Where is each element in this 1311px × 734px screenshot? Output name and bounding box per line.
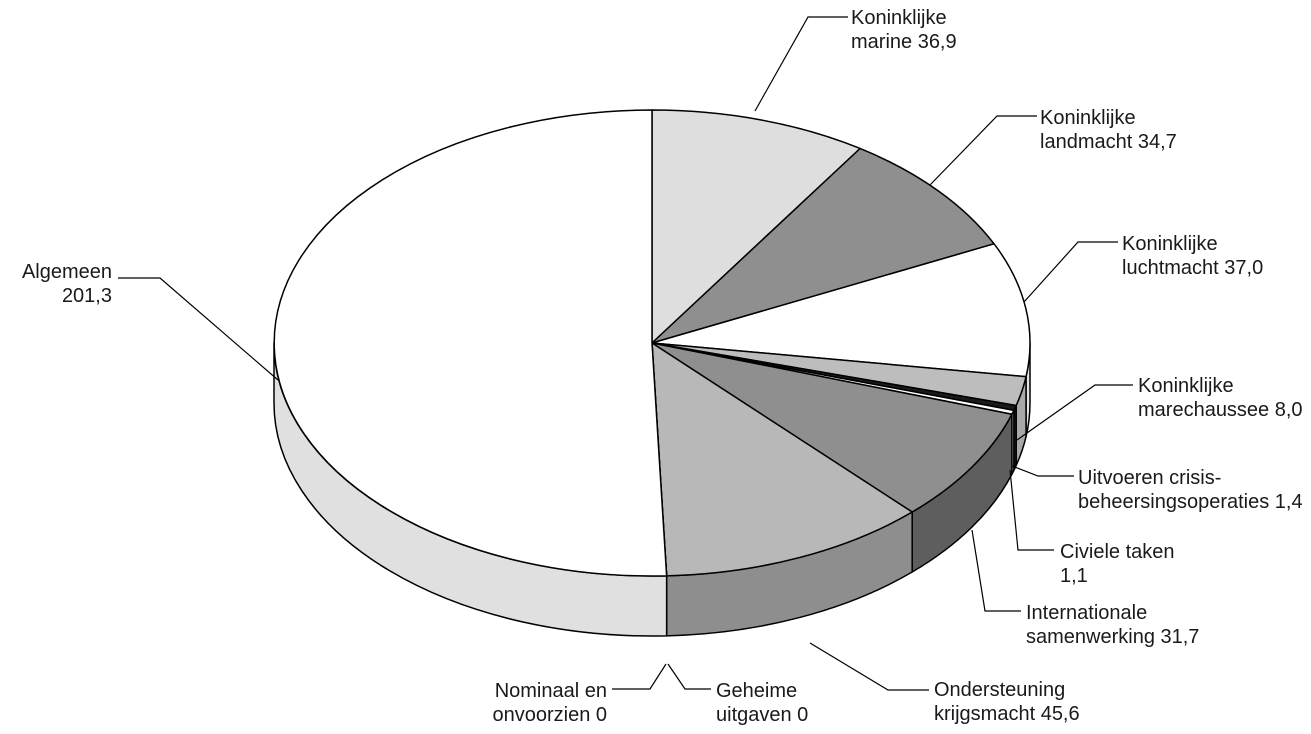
leader-line-1: [754, 16, 848, 112]
leader-line-4: [1016, 384, 1133, 441]
slice-label-5: Uitvoeren crisis-beheersingsoperaties 1,…: [1078, 467, 1303, 513]
slice-label-line: beheersingsoperaties 1,4: [1078, 491, 1303, 513]
pie-slice-2: [651, 147, 995, 344]
leader-line-8: [809, 642, 929, 691]
slice-label-line: Geheime: [716, 680, 797, 702]
slice-label-line: 1,1: [1060, 565, 1088, 587]
slice-label-line: luchtmacht 37,0: [1122, 257, 1263, 279]
leader-line-9: [667, 663, 711, 690]
leader-line-7: [971, 529, 1021, 612]
slice-label-line: marechaussee 8,0: [1138, 399, 1303, 421]
slice-label-3: Koninklijke luchtmacht 37,0: [1122, 233, 1263, 279]
pie-slice-11: [273, 109, 668, 577]
slice-label-line: onvoorzien 0: [492, 704, 607, 726]
slice-label-line: Uitvoeren crisis-: [1078, 467, 1221, 489]
slice-label-6: Civiele taken 1,1: [1060, 541, 1175, 587]
slice-label-line: Nominaal en: [495, 680, 607, 702]
slice-label-line: krijgsmacht 45,6: [934, 703, 1080, 725]
slice-label-line: Civiele taken: [1060, 541, 1175, 563]
slice-label-line: Koninklijke: [1138, 375, 1234, 397]
slice-label-9: Geheime uitgaven 0: [716, 680, 808, 726]
slice-label-11: Algemeen 201,3: [22, 261, 112, 307]
slice-label-line: Koninklijke: [851, 7, 947, 29]
leader-line-10: [612, 663, 667, 690]
pie-slice-8: [651, 342, 913, 577]
slice-label-line: uitgaven 0: [716, 704, 808, 726]
slice-label-7: Internationale samenwerking 31,7: [1026, 602, 1199, 648]
slice-label-line: 201,3: [62, 285, 112, 307]
slice-label-10: Nominaal en onvoorzien 0: [492, 680, 607, 726]
slice-label-line: Ondersteuning: [934, 679, 1065, 701]
slice-label-line: landmacht 34,7: [1040, 131, 1177, 153]
leader-line-2: [929, 115, 1037, 186]
slice-label-line: Internationale: [1026, 602, 1147, 624]
slice-label-line: Koninklijke: [1122, 233, 1218, 255]
leader-line-6: [1009, 469, 1054, 551]
slice-label-line: Algemeen: [22, 261, 112, 283]
leader-line-5: [1011, 465, 1074, 477]
leader-line-3: [1023, 241, 1118, 303]
pie-slice-1: [651, 109, 861, 344]
slice-label-line: marine 36,9: [851, 31, 957, 53]
pie-slice-3: [651, 243, 1031, 378]
slice-label-line: Koninklijke: [1040, 107, 1136, 129]
slice-label-1: Koninklijke marine 36,9: [851, 7, 957, 53]
leader-line-11: [118, 277, 279, 381]
slice-label-8: Ondersteuning krijgsmacht 45,6: [934, 679, 1080, 725]
slice-label-2: Koninklijke landmacht 34,7: [1040, 107, 1177, 153]
slice-label-4: Koninklijke marechaussee 8,0: [1138, 375, 1303, 421]
pie-slice-7: [651, 342, 1013, 513]
slice-label-line: samenwerking 31,7: [1026, 626, 1199, 648]
